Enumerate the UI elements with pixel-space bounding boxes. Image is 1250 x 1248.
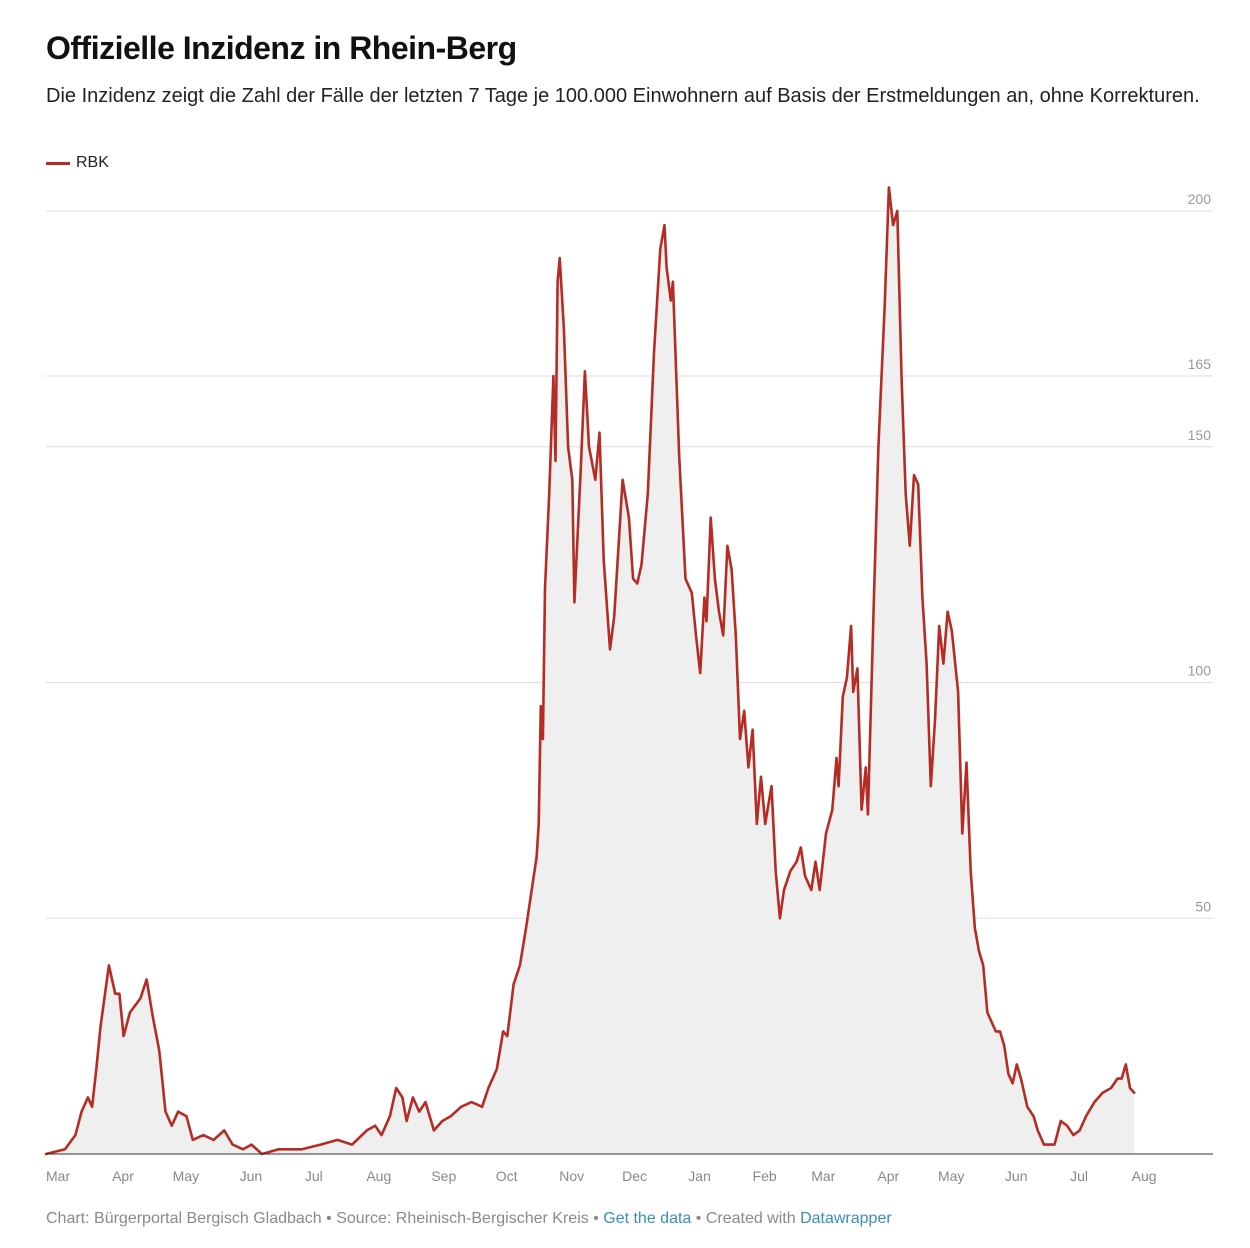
x-tick-label-may-2: May: [173, 1168, 199, 1184]
y-tick-label-150: 150: [1188, 427, 1212, 443]
x-tick-label-aug-17: Aug: [1132, 1168, 1157, 1184]
chart-subtitle: Die Inzidenz zeigt die Zahl der Fälle de…: [46, 85, 1200, 107]
x-tick-label-jul-16: Jul: [1070, 1168, 1088, 1184]
source-credit: Source: Rheinisch-Bergischer Kreis: [336, 1210, 589, 1227]
x-tick-label-dec-9: Dec: [622, 1168, 647, 1184]
x-tick-label-apr-1: Apr: [112, 1168, 134, 1184]
footer-separator: •: [588, 1210, 604, 1227]
y-tick-label-165: 165: [1188, 356, 1212, 372]
x-tick-label-nov-8: Nov: [559, 1168, 584, 1184]
footer-separator: •: [321, 1210, 337, 1227]
x-tick-label-apr-13: Apr: [877, 1168, 899, 1184]
x-tick-label-may-14: May: [938, 1168, 964, 1184]
footer: Chart: Bürgerportal Bergisch Gladbach • …: [46, 1210, 892, 1228]
x-tick-label-jan-10: Jan: [688, 1168, 711, 1184]
legend-label: RBK: [76, 154, 109, 171]
get-data-link[interactable]: Get the data: [603, 1210, 692, 1227]
footer-separator: •: [691, 1210, 706, 1227]
x-tick-label-aug-5: Aug: [366, 1168, 391, 1184]
grid-layer: [46, 210, 1213, 919]
axis-layer: 50 100 150 165 200 Mar Apr May Jun Jul Aug Sep Oct No…: [46, 191, 1213, 1184]
datawrapper-link[interactable]: Datawrapper: [800, 1210, 892, 1227]
legend: RBK: [46, 154, 109, 172]
x-tick-label-jun-15: Jun: [1005, 1168, 1028, 1184]
y-tick-label-200: 200: [1188, 191, 1212, 207]
x-tick-label-jun-3: Jun: [240, 1168, 263, 1184]
y-tick-label-100: 100: [1188, 663, 1212, 679]
area-layer: [46, 187, 1135, 1154]
y-tick-label-50: 50: [1195, 898, 1211, 914]
created-with-text: Created with: [705, 1210, 801, 1227]
x-tick-label-mar-12: Mar: [811, 1168, 835, 1184]
legend-swatch: [46, 161, 70, 165]
chart-credit: Chart: Bürgerportal Bergisch Gladbach: [46, 1210, 322, 1227]
series-line-rbk: [44, 186, 1136, 1156]
line-layer: [44, 186, 1136, 1156]
x-tick-label-feb-11: Feb: [753, 1168, 777, 1184]
x-tick-label-jul-4: Jul: [305, 1168, 323, 1184]
series-area-rbk: [46, 187, 1135, 1154]
x-tick-label-mar-0: Mar: [46, 1168, 70, 1184]
x-tick-label-oct-7: Oct: [496, 1168, 518, 1184]
chart-title: Offizielle Inzidenz in Rhein-Berg: [46, 30, 517, 66]
x-tick-label-sep-6: Sep: [431, 1168, 456, 1184]
